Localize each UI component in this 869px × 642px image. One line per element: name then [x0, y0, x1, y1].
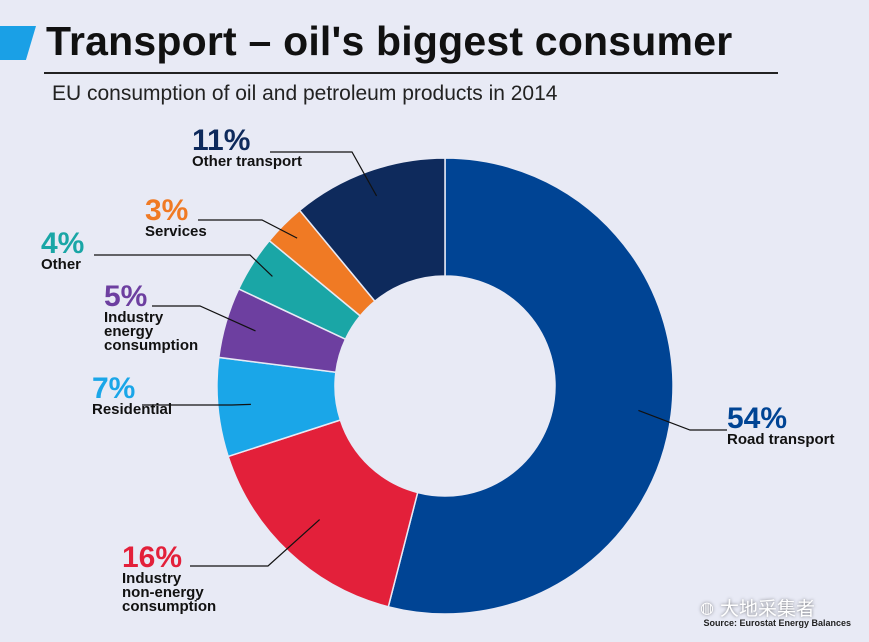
pct-label-industry-energy-consumption: 5%: [104, 280, 147, 313]
slice-industry-non-energy-consumption: [227, 419, 419, 608]
category-label-industry-energy-consumption: Industry: [104, 309, 164, 326]
category-label-residential: Residential: [92, 401, 172, 418]
pct-label-industry-non-energy-consumption: 16%: [122, 541, 182, 574]
source-note: Source: Eurostat Energy Balances: [703, 618, 851, 628]
slice-other-transport: [298, 157, 446, 303]
slice-road-transport: [387, 157, 674, 615]
watermark-text: 大地采集者: [719, 599, 815, 620]
category-label-industry-non-energy-consumption: non-energy: [122, 584, 204, 601]
category-label-road-transport: Road transport: [727, 431, 835, 448]
leader-line-other-transport: [270, 151, 378, 197]
leader-line-other: [94, 254, 273, 277]
pct-label-services: 3%: [145, 194, 188, 227]
title-divider: [44, 72, 778, 74]
category-label-other: Other: [41, 256, 81, 273]
leader-line-industry-non-energy-consumption: [190, 519, 321, 567]
category-label-services: Services: [145, 223, 207, 240]
pct-label-road-transport: 54%: [727, 402, 787, 435]
category-label-industry-energy-consumption: consumption: [104, 337, 198, 354]
leader-line-road-transport: [638, 409, 727, 431]
wechat-icon: ◍: [700, 599, 714, 617]
leader-line-residential: [142, 403, 251, 406]
pct-label-other: 4%: [41, 227, 84, 260]
category-label-other-transport: Other transport: [192, 153, 302, 170]
leader-line-services: [198, 219, 298, 239]
leader-line-industry-energy-consumption: [152, 305, 256, 332]
watermark: ◍ 大地采集者: [700, 594, 815, 621]
category-label-industry-energy-consumption: energy: [104, 323, 154, 340]
page-subtitle: EU consumption of oil and petroleum prod…: [52, 82, 558, 105]
category-label-industry-non-energy-consumption: consumption: [122, 598, 216, 615]
pct-label-residential: 7%: [92, 372, 135, 405]
pct-label-other-transport: 11%: [192, 124, 250, 157]
page-title: Transport – oil's biggest consumer: [46, 18, 733, 64]
category-label-industry-non-energy-consumption: Industry: [122, 570, 182, 587]
